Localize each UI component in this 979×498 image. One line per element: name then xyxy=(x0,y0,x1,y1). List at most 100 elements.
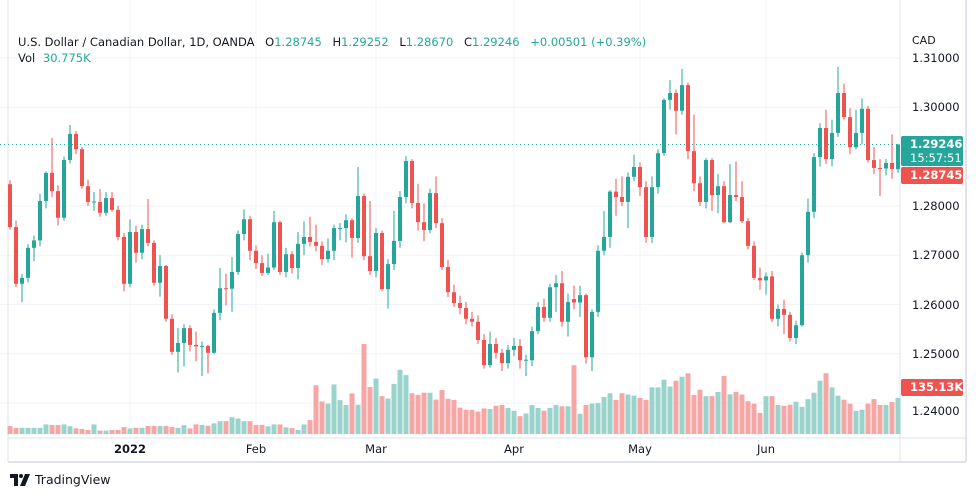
candle-down xyxy=(674,93,678,111)
volume-bar xyxy=(151,426,157,434)
candle-up xyxy=(488,343,492,366)
candle-up xyxy=(512,345,516,350)
candle-up xyxy=(536,306,540,332)
volume-bar xyxy=(571,365,577,434)
candle-down xyxy=(224,288,228,290)
candle-down xyxy=(842,93,846,118)
candle-down xyxy=(314,241,318,246)
candle-up xyxy=(32,240,36,248)
candle-up xyxy=(860,108,864,133)
candle-down xyxy=(86,186,90,202)
candle-up xyxy=(302,236,306,244)
volume-bar xyxy=(397,369,403,434)
volume-bar xyxy=(103,430,109,434)
candle-up xyxy=(272,222,276,268)
volume-bar xyxy=(595,403,601,434)
close-label: C xyxy=(463,35,472,49)
candle-down xyxy=(422,222,426,231)
candle-up xyxy=(764,276,768,281)
volume-bar xyxy=(601,396,607,434)
volume-bar xyxy=(865,403,871,434)
candle-up xyxy=(656,153,660,188)
candle-up xyxy=(524,359,528,361)
candle-up xyxy=(242,219,246,235)
volume-bar xyxy=(577,413,583,434)
candle-up xyxy=(554,283,558,288)
price-tick-label: 1.27000 xyxy=(912,248,960,263)
volume-bar xyxy=(115,430,121,434)
candle-down xyxy=(260,263,264,273)
candle-up xyxy=(812,157,816,212)
candle-up xyxy=(230,271,234,289)
volume-bar xyxy=(313,385,319,434)
candle-down xyxy=(494,343,498,353)
volume-bar xyxy=(121,427,127,434)
volume-bar xyxy=(499,404,505,434)
candle-down xyxy=(572,299,576,303)
candle-down xyxy=(518,345,522,361)
volume-bar xyxy=(37,427,43,434)
candle-down xyxy=(146,229,150,243)
volume-bar xyxy=(325,403,331,434)
volume-bar xyxy=(547,407,553,434)
candle-down xyxy=(74,133,78,150)
candle-down xyxy=(848,117,852,148)
volume-bar xyxy=(607,393,613,434)
volume-bar xyxy=(127,428,133,434)
volume-badge: 135.13K xyxy=(901,379,963,396)
candle-down xyxy=(122,236,126,284)
volume-bar xyxy=(559,406,565,434)
candle-up xyxy=(548,287,552,318)
volume-bar xyxy=(775,404,781,434)
tradingview-logo-icon xyxy=(10,474,30,486)
candle-up xyxy=(176,342,180,352)
candle-up xyxy=(398,197,402,241)
candle-up xyxy=(338,228,342,230)
volume-bar xyxy=(841,399,847,434)
candle-up xyxy=(428,193,432,231)
candle-up xyxy=(344,220,348,229)
volume-bar xyxy=(97,430,103,434)
volume-bar xyxy=(631,395,637,434)
symbol-title[interactable]: U.S. Dollar / Canadian Dollar, 1D, OANDA xyxy=(18,35,255,49)
candle-up xyxy=(200,345,204,347)
volume-bar xyxy=(415,394,421,434)
volume-bar xyxy=(427,392,433,434)
candle-up xyxy=(854,132,858,148)
volume-bar xyxy=(769,396,775,434)
candle-up xyxy=(266,267,270,273)
candle-down xyxy=(740,197,744,222)
volume-bar xyxy=(211,423,217,434)
volume-bar xyxy=(337,400,343,434)
volume-bar xyxy=(223,421,229,434)
currency-label: CAD xyxy=(912,34,936,47)
candle-up xyxy=(374,233,378,271)
volume-bar xyxy=(157,426,163,434)
candle-down xyxy=(434,193,438,224)
candle-up xyxy=(296,243,300,269)
candle-up xyxy=(884,163,888,169)
volume-label[interactable]: Vol xyxy=(18,51,36,65)
volume-bar xyxy=(301,424,307,434)
candle-up xyxy=(218,288,222,313)
volume-bar xyxy=(289,428,295,434)
candle-down xyxy=(134,232,138,253)
volume-bar xyxy=(667,386,673,434)
volume-bar xyxy=(481,408,487,434)
volume-bar xyxy=(73,428,79,434)
candle-up xyxy=(818,128,822,158)
volume-bar xyxy=(883,404,889,434)
volume-bar xyxy=(247,421,253,434)
volume-bar xyxy=(691,395,697,434)
candle-down xyxy=(290,254,294,269)
volume-bar xyxy=(655,387,661,434)
tradingview-logo[interactable]: TradingView xyxy=(10,472,111,488)
candle-down xyxy=(248,219,252,251)
candle-up xyxy=(830,132,834,160)
price-tick-label: 1.31000 xyxy=(912,51,960,65)
volume-bar xyxy=(43,424,49,434)
candle-down xyxy=(560,283,564,322)
volume-bar xyxy=(451,399,457,434)
candle-down xyxy=(782,308,786,315)
